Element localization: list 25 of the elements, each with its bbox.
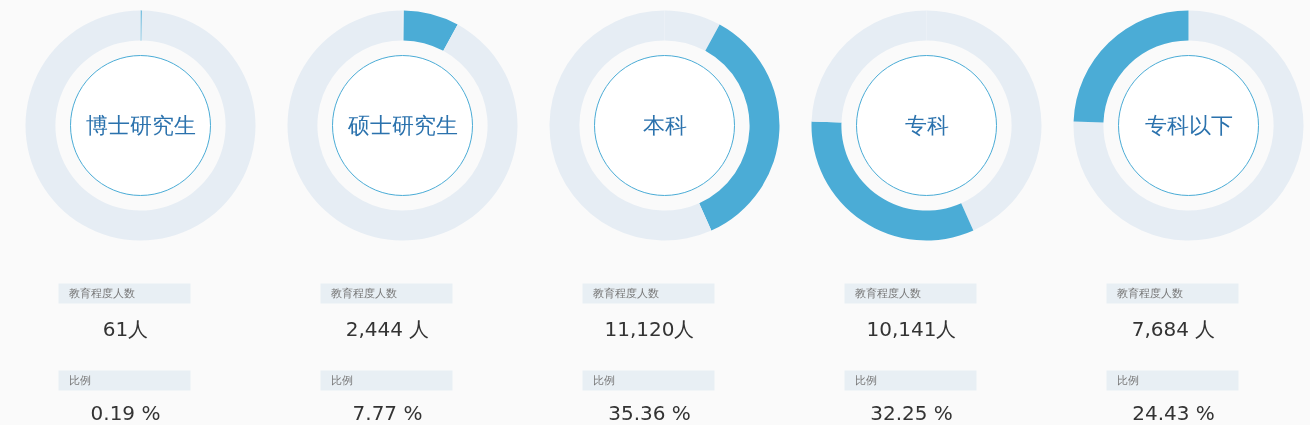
text: 教育程度人数 (854, 287, 921, 300)
text: 教育程度人数 (68, 287, 135, 300)
text: 教育程度人数 (330, 287, 397, 300)
text: 7.77 % (352, 400, 423, 425)
text: 32.25 % (870, 400, 953, 425)
text: 比例 (330, 374, 353, 387)
text: 教育程度人数 (592, 287, 659, 300)
text: 教育程度人数 (1116, 287, 1183, 300)
text: 专科 (904, 113, 949, 138)
text: 0.19 % (90, 400, 161, 425)
text: 比例 (592, 374, 615, 387)
text: 比例 (1116, 374, 1139, 387)
text: 24.43 % (1132, 400, 1215, 425)
text: 比例 (854, 374, 877, 387)
text: 10,141人 (866, 316, 957, 341)
text: 比例 (68, 374, 91, 387)
text: 35.36 % (608, 400, 691, 425)
text: 11,120人 (604, 316, 695, 341)
text: 61人 (102, 316, 149, 341)
text: 本科 (642, 113, 687, 138)
text: 2,444 人 (345, 316, 430, 341)
text: 硕士研究生 (346, 113, 458, 138)
text: 7,684 人 (1131, 316, 1216, 341)
text: 博士研究生 (85, 113, 196, 138)
text: 专科以下 (1144, 113, 1233, 138)
